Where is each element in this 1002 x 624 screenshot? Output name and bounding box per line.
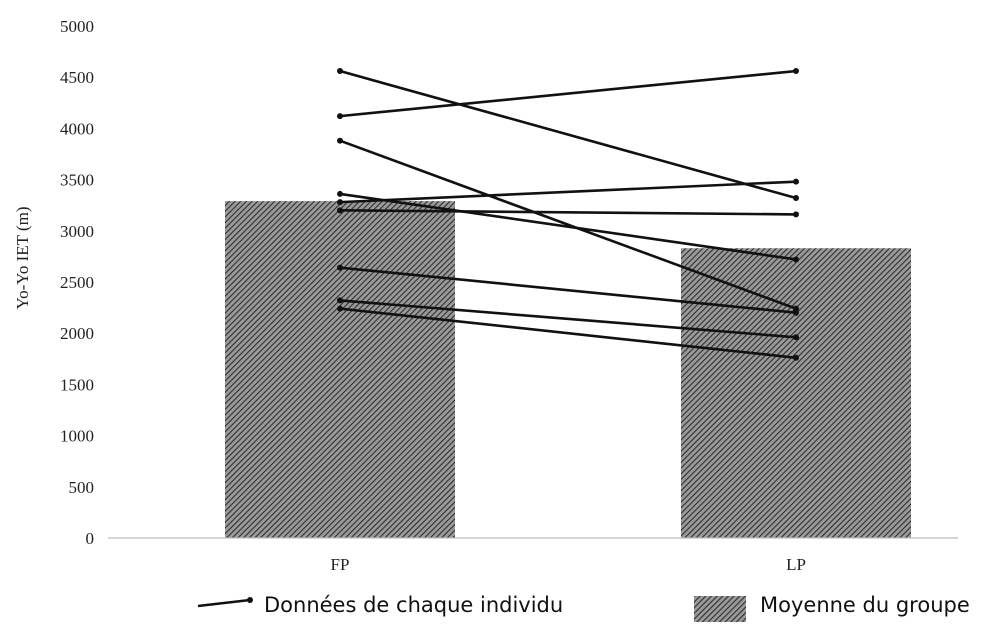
y-tick-label: 3500 (60, 171, 94, 190)
individual-segment (339, 69, 797, 200)
bar-lp (681, 248, 911, 538)
legend-label-individuals: Données de chaque individu (264, 593, 563, 617)
x-tick-label: FP (331, 555, 350, 574)
individual-point-fp (337, 199, 343, 206)
individual-line (337, 207, 799, 218)
legend: Données de chaque individu Moyenne du gr… (197, 593, 970, 622)
individual-segment (339, 266, 797, 315)
individual-point-lp (793, 195, 799, 202)
individual-line (337, 190, 799, 263)
individual-line (337, 68, 799, 202)
y-tick-label: 4500 (60, 68, 94, 87)
y-tick-label: 5000 (60, 17, 94, 36)
individual-point-lp (793, 256, 799, 263)
y-axis-title: Yo-Yo IET (m) (13, 207, 32, 310)
individual-segment (339, 209, 797, 216)
y-tick-label: 3000 (60, 222, 94, 241)
individual-segment (339, 299, 797, 339)
x-tick-label: LP (786, 555, 806, 574)
individual-point-fp (337, 207, 343, 214)
individual-line (337, 297, 799, 341)
individual-point-fp (337, 305, 343, 312)
individual-point-fp (337, 137, 343, 144)
individual-point-lp (793, 178, 799, 185)
y-tick-label: 2000 (60, 324, 94, 343)
legend-item-mean: Moyenne du groupe (694, 593, 970, 622)
y-tick-labels: 0 500 1000 1500 2000 2500 3000 3500 4000 4500 5000 (60, 17, 94, 548)
individual-point-lp (793, 334, 799, 341)
legend-line-icon (197, 598, 251, 608)
y-tick-label: 1000 (60, 427, 94, 446)
individual-line (337, 68, 799, 120)
y-tick-label: 0 (86, 529, 95, 548)
legend-hatch-swatch (694, 596, 746, 622)
individual-segment (339, 69, 797, 118)
individual-segment (339, 307, 797, 360)
individual-point-fp (337, 190, 343, 197)
x-tick-labels: FP LP (331, 555, 806, 574)
y-tick-label: 2500 (60, 273, 94, 292)
individual-line (337, 178, 799, 206)
individual-segment (339, 180, 797, 204)
individual-point-fp (337, 264, 343, 271)
y-tick-label: 4000 (60, 119, 94, 138)
individual-line (337, 264, 799, 316)
legend-label-mean: Moyenne du groupe (760, 593, 970, 617)
individual-lines (337, 68, 799, 361)
legend-item-individuals: Données de chaque individu (197, 593, 563, 617)
bar-fp (225, 201, 455, 538)
individual-point-fp (337, 113, 343, 120)
individual-point-lp (793, 68, 799, 75)
y-tick-label: 1500 (60, 375, 94, 394)
y-tick-label: 500 (69, 478, 95, 497)
individual-point-lp (793, 211, 799, 218)
individual-point-fp (337, 68, 343, 75)
individual-segment (339, 192, 797, 261)
individual-point-fp (337, 297, 343, 304)
individual-point-lp (793, 354, 799, 361)
individual-point-lp (793, 309, 799, 316)
bars (225, 201, 911, 538)
individual-segment (339, 139, 797, 310)
legend-dot-icon (247, 597, 253, 603)
individual-line (337, 305, 799, 361)
